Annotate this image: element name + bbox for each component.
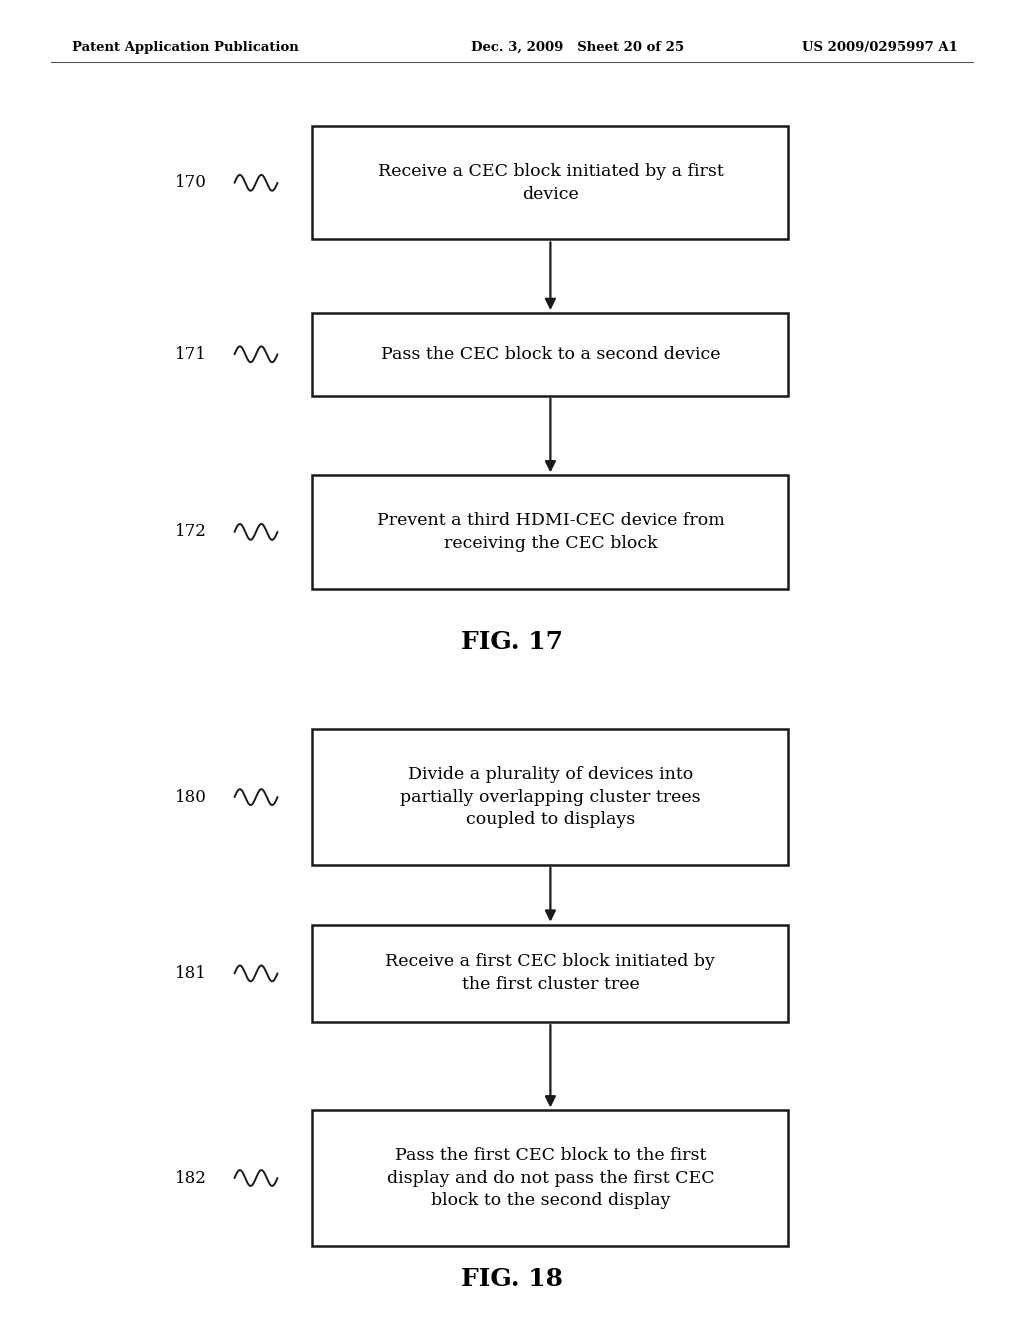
FancyBboxPatch shape (312, 127, 788, 239)
FancyBboxPatch shape (312, 730, 788, 865)
Text: FIG. 17: FIG. 17 (461, 630, 563, 655)
FancyBboxPatch shape (312, 1110, 788, 1246)
Text: 182: 182 (175, 1170, 207, 1187)
Text: Divide a plurality of devices into
partially overlapping cluster trees
coupled t: Divide a plurality of devices into parti… (400, 766, 700, 829)
Text: Receive a CEC block initiated by a first
device: Receive a CEC block initiated by a first… (378, 162, 723, 203)
Text: Prevent a third HDMI-CEC device from
receiving the CEC block: Prevent a third HDMI-CEC device from rec… (377, 512, 724, 552)
Text: 171: 171 (175, 346, 207, 363)
Text: FIG. 18: FIG. 18 (461, 1267, 563, 1291)
FancyBboxPatch shape (312, 475, 788, 589)
Text: 170: 170 (175, 174, 207, 191)
Text: 172: 172 (175, 524, 207, 540)
Text: US 2009/0295997 A1: US 2009/0295997 A1 (802, 41, 957, 54)
Text: Receive a first CEC block initiated by
the first cluster tree: Receive a first CEC block initiated by t… (385, 953, 716, 994)
FancyBboxPatch shape (312, 313, 788, 396)
Text: Pass the CEC block to a second device: Pass the CEC block to a second device (381, 346, 720, 363)
Text: Dec. 3, 2009   Sheet 20 of 25: Dec. 3, 2009 Sheet 20 of 25 (471, 41, 684, 54)
Text: Patent Application Publication: Patent Application Publication (72, 41, 298, 54)
FancyBboxPatch shape (312, 924, 788, 1022)
Text: Pass the first CEC block to the first
display and do not pass the first CEC
bloc: Pass the first CEC block to the first di… (387, 1147, 714, 1209)
Text: 180: 180 (175, 788, 207, 805)
Text: 181: 181 (175, 965, 207, 982)
